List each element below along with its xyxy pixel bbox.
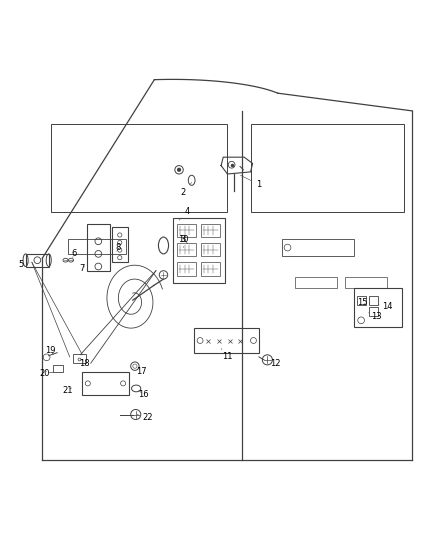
Bar — [353, 287, 402, 327]
Text: 21: 21 — [62, 386, 73, 395]
Text: 1: 1 — [240, 175, 261, 189]
Bar — [201, 224, 220, 237]
Bar — [295, 277, 337, 287]
Text: 7: 7 — [80, 264, 85, 273]
Text: 10: 10 — [178, 235, 188, 244]
Bar — [369, 307, 378, 316]
Bar — [251, 124, 404, 212]
Text: 6: 6 — [71, 249, 77, 259]
Bar — [73, 354, 86, 363]
Bar — [345, 277, 387, 287]
Text: 16: 16 — [138, 390, 148, 399]
Text: 22: 22 — [137, 414, 153, 422]
Text: 20: 20 — [39, 369, 50, 378]
Bar — [112, 227, 128, 262]
Text: 19: 19 — [46, 346, 56, 355]
Bar — [177, 243, 196, 256]
Text: 4: 4 — [179, 207, 190, 220]
Bar — [177, 262, 196, 276]
Bar — [201, 243, 220, 256]
Bar — [53, 365, 64, 373]
Bar — [201, 262, 220, 276]
Bar — [25, 254, 49, 266]
Bar — [87, 224, 110, 271]
Bar — [51, 124, 227, 212]
Bar — [173, 218, 225, 284]
Text: 17: 17 — [136, 367, 147, 376]
Text: 8: 8 — [115, 243, 121, 252]
Text: 18: 18 — [79, 359, 90, 368]
Text: 15: 15 — [357, 298, 367, 306]
Text: 12: 12 — [267, 359, 281, 368]
Circle shape — [177, 168, 181, 172]
Text: 14: 14 — [379, 302, 392, 311]
Bar — [369, 296, 378, 305]
Bar — [82, 372, 129, 395]
Bar — [194, 328, 259, 353]
Bar — [357, 296, 366, 305]
Text: 11: 11 — [221, 349, 233, 361]
Text: 3: 3 — [180, 235, 186, 247]
Text: 13: 13 — [368, 312, 382, 321]
Text: 2: 2 — [180, 182, 192, 197]
Bar — [282, 239, 353, 256]
Bar — [67, 239, 127, 254]
Bar — [177, 224, 196, 237]
Text: 5: 5 — [18, 260, 29, 269]
